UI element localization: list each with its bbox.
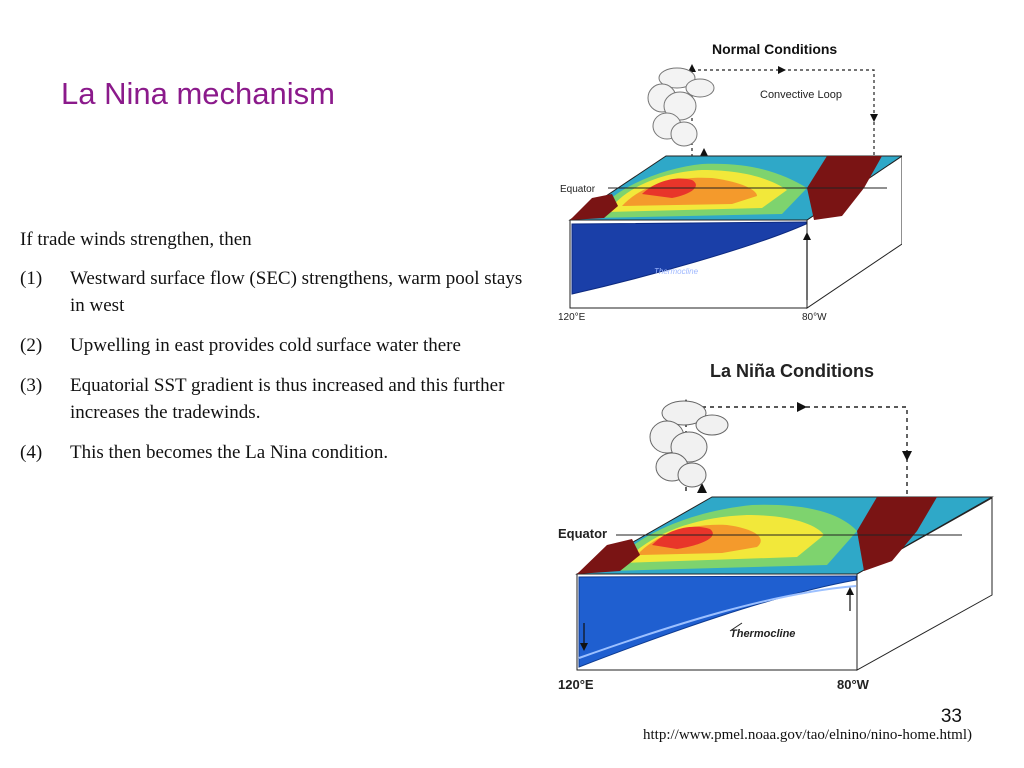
thermocline-label: Thermocline	[730, 628, 795, 640]
warm-water-layer	[571, 221, 807, 295]
list-item: (3) Equatorial SST gradient is thus incre…	[20, 372, 525, 426]
downwelling-arrow-head	[580, 643, 588, 651]
equator-label: Equator	[560, 184, 596, 195]
loop-arrows	[688, 64, 878, 156]
land-west	[577, 539, 640, 574]
convective-loop-label: Convective Loop	[760, 89, 842, 101]
land-west	[570, 194, 618, 220]
longitude-label-right: 80°W	[837, 677, 870, 692]
item-text: Equatorial SST gradient is thus increase…	[70, 375, 505, 423]
figure-title: Normal Conditions	[712, 41, 837, 57]
body-text: If trade winds strengthen, then (1) Westw…	[20, 226, 525, 479]
box-side-face	[856, 497, 993, 671]
list-item: (1) Westward surface flow (SEC) strengthe…	[20, 265, 525, 319]
page-number: 33	[940, 706, 962, 727]
thermocline-pointer	[729, 622, 743, 632]
item-text: Westward surface flow (SEC) strengthens,…	[70, 268, 523, 316]
longitude-label-left: 120°E	[558, 312, 586, 323]
item-text: This then becomes the La Nina condition.	[70, 442, 389, 463]
equator-label: Equator	[558, 526, 607, 541]
normal-conditions-figure: Normal Conditions Convective Loop Thermo…	[552, 38, 902, 328]
item-number: (2)	[20, 335, 43, 356]
cloud-icon	[649, 400, 729, 488]
longitude-label-right: 80°W	[802, 312, 827, 323]
intro-text: If trade winds strengthen, then	[20, 229, 252, 250]
thermocline-label: Thermocline	[654, 267, 699, 276]
list-item: (4) This then becomes the La Nina conditi…	[20, 439, 525, 466]
item-number: (4)	[20, 442, 43, 463]
convective-loop-path	[691, 69, 875, 158]
item-text: Upwelling in east provides cold surface …	[70, 335, 461, 356]
longitude-label-left: 120°E	[558, 677, 594, 692]
item-number: (1)	[20, 268, 43, 289]
item-number: (3)	[20, 375, 43, 396]
mechanism-list: (1) Westward surface flow (SEC) strengthe…	[20, 265, 525, 466]
cloud-icon	[647, 67, 715, 147]
source-url: http://www.pmel.noaa.gov/tao/elnino/nino…	[643, 727, 972, 743]
figure-title: La Niña Conditions	[710, 361, 874, 381]
sst-contour-red	[652, 526, 713, 549]
upwelling-arrow-head	[846, 587, 854, 595]
la-nina-conditions-figure: La Niña Conditions Thermocline Equator	[552, 355, 997, 695]
warm-water-layer	[578, 575, 857, 668]
list-item: (2) Upwelling in east provides cold surfa…	[20, 332, 525, 359]
slide-title: La Nina mechanism	[61, 76, 335, 111]
land-east	[857, 497, 937, 571]
upwelling-arrow-head	[803, 232, 811, 240]
loop-arrows	[681, 399, 912, 493]
thermocline-line	[578, 585, 857, 659]
